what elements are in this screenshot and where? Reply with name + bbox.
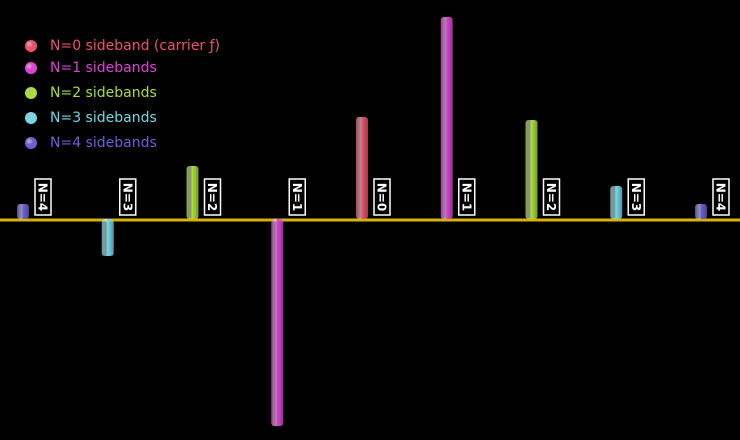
category-label-box: [373, 178, 391, 216]
category-label: N=3: [120, 183, 134, 211]
bar: [695, 204, 707, 219]
category-label: N=4: [36, 183, 50, 211]
category-label-group: N=3: [627, 178, 645, 216]
legend-marker: [25, 112, 37, 124]
category-label-group: N=2: [203, 178, 222, 216]
legend-marker: [25, 40, 37, 52]
bar: [356, 117, 368, 219]
category-label: N=1: [459, 183, 473, 211]
bar: [610, 186, 623, 219]
category-label-box: [712, 178, 730, 216]
category-label-group: N=0: [373, 178, 391, 216]
category-label-box: [627, 178, 645, 216]
category-label: N=0: [375, 183, 389, 211]
category-label: N=2: [544, 183, 558, 211]
category-label-group: N=3: [119, 178, 137, 216]
category-label-group: N=4: [712, 178, 730, 216]
category-label-box: [542, 178, 561, 216]
legend-label: N=1 sidebands: [50, 60, 157, 76]
bar: [271, 219, 284, 426]
bar: [186, 166, 199, 219]
legend-marker: [25, 87, 37, 99]
legend-label: N=3 sidebands: [50, 110, 157, 126]
bar: [17, 204, 29, 219]
category-label-box: [288, 178, 306, 216]
category-label-box: [119, 178, 137, 216]
legend-marker: [25, 62, 37, 74]
category-label: N=2: [205, 183, 219, 211]
legend-label: N=4 sidebands: [50, 135, 157, 151]
category-label-box: [34, 178, 52, 216]
category-label: N=3: [629, 183, 643, 211]
bar: [525, 120, 538, 219]
category-label: N=4: [714, 183, 728, 211]
legend-marker: [25, 137, 37, 149]
category-label-group: N=2: [542, 178, 561, 216]
category-label: N=1: [290, 183, 304, 211]
category-label-box: [458, 178, 476, 216]
bar: [101, 219, 114, 256]
legend-label: N=0 sideband (carrier ƒ): [50, 38, 220, 54]
category-label-box: [203, 178, 222, 216]
legend-label: N=2 sidebands: [50, 85, 157, 101]
category-label-group: N=4: [34, 178, 52, 216]
category-label-group: N=1: [288, 178, 306, 216]
bar: [440, 17, 453, 219]
category-label-group: N=1: [458, 178, 476, 216]
